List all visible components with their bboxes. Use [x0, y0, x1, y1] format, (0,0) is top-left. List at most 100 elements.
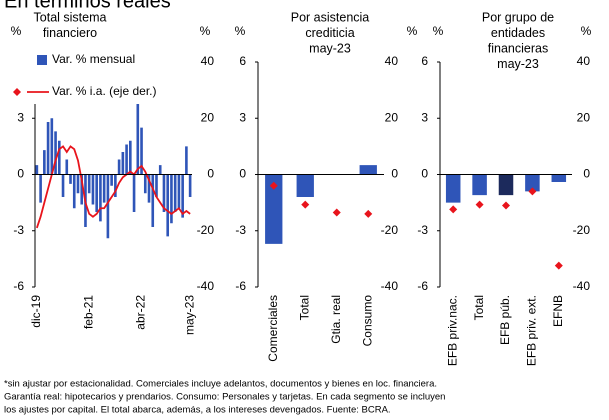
footnote: los ajustes por capital. El total abarca…	[4, 405, 391, 416]
bar	[181, 174, 184, 218]
bar	[265, 174, 283, 244]
x-tick-label: Total	[472, 295, 486, 320]
bar	[498, 174, 514, 196]
line	[36, 145, 191, 229]
y2-tick-label: -40	[381, 279, 399, 293]
x-tick-label: EFB priv.nac.	[445, 295, 459, 366]
marker	[332, 208, 341, 217]
x-tick-label: EFB púb.	[498, 295, 512, 345]
bar	[143, 174, 147, 194]
legend-label: Var. % i.a. (eje der.)	[52, 84, 157, 98]
bar	[95, 174, 98, 212]
bar	[140, 127, 143, 175]
bar	[551, 174, 567, 182]
y-tick-label: 6	[421, 54, 428, 68]
bar	[117, 159, 121, 175]
x-tick-label: Total	[297, 295, 311, 320]
bar	[69, 174, 72, 184]
bar	[57, 140, 61, 175]
y-tick-label: 3	[17, 110, 24, 124]
legend-swatch	[13, 88, 21, 96]
bar	[43, 150, 46, 175]
bar	[125, 144, 128, 175]
bar	[188, 174, 192, 197]
panel-title: crediticia	[305, 26, 354, 40]
y-tick-label: 0	[17, 167, 24, 181]
bar	[46, 122, 50, 175]
panel-title: Total sistema	[34, 10, 107, 24]
bar	[472, 174, 487, 196]
y-tick-label: -3	[13, 223, 24, 237]
bar	[445, 174, 461, 203]
y-tick-label: -3	[417, 223, 428, 237]
panel-title: Por grupo de	[482, 10, 554, 24]
bar	[121, 152, 125, 175]
marker	[301, 200, 310, 209]
bar	[525, 174, 540, 192]
panel-title: financiero	[43, 26, 97, 40]
bar	[72, 174, 76, 209]
bar	[170, 174, 173, 224]
y-tick-label: -6	[13, 279, 24, 293]
bar	[54, 131, 57, 175]
marker	[269, 181, 278, 190]
y2-tick-label: 20	[577, 110, 591, 124]
y-tick-label: 6	[239, 54, 246, 68]
bar	[102, 174, 106, 203]
bar	[177, 174, 181, 209]
y2-tick-label: 40	[577, 54, 591, 68]
y-tick-label: -3	[235, 223, 246, 237]
bar	[129, 140, 132, 175]
x-tick-label: dic-19	[29, 295, 43, 328]
bar	[91, 174, 95, 205]
bar	[106, 174, 110, 239]
y2-tick-label: -20	[573, 223, 591, 237]
y2-tick-label: -20	[381, 223, 399, 237]
bar	[61, 174, 65, 197]
x-tick-label: Comerciales	[266, 295, 280, 362]
y2-tick-label: -20	[197, 223, 215, 237]
y-tick-label: 3	[239, 110, 246, 124]
bar	[166, 174, 170, 237]
panel-title: Por asistencia	[291, 10, 370, 24]
legend-swatch	[37, 55, 47, 65]
x-tick-label: feb-21	[81, 295, 95, 329]
y2-tick-label: 0	[583, 167, 590, 181]
legend-label: Var. % mensual	[52, 52, 135, 66]
y-axis-label: %	[433, 24, 444, 38]
marker	[528, 187, 537, 196]
x-tick-label: Consumo	[360, 295, 374, 347]
bar	[147, 174, 151, 203]
panel-title: may-23	[497, 57, 539, 71]
y2-tick-label: 20	[385, 110, 399, 124]
y-tick-label: -6	[417, 279, 428, 293]
legend-box	[5, 48, 165, 104]
bar	[173, 174, 177, 212]
marker	[502, 201, 510, 210]
y-tick-label: 0	[421, 167, 428, 181]
footnote: Garantía real: hipotecarios y prendarios…	[4, 392, 445, 403]
y2-tick-label: 40	[201, 54, 215, 68]
panel-title: financieras	[488, 41, 548, 55]
bar	[136, 80, 140, 175]
x-tick-label: EFNB	[551, 295, 565, 327]
bar	[99, 174, 102, 222]
y2-tick-label: 0	[391, 167, 398, 181]
bar	[114, 174, 117, 197]
bar	[35, 165, 39, 175]
bar	[76, 174, 80, 194]
bar	[132, 174, 136, 212]
bar	[162, 174, 166, 212]
y2-axis-label: %	[407, 24, 418, 38]
y2-axis-label: %	[200, 24, 211, 38]
bar	[296, 174, 314, 197]
y-tick-label: 0	[239, 167, 246, 181]
bar	[185, 146, 188, 175]
marker	[554, 261, 563, 270]
y2-tick-label: 0	[207, 167, 214, 181]
y-tick-label: -6	[235, 279, 246, 293]
marker	[364, 209, 373, 218]
marker	[449, 205, 458, 214]
marker	[475, 200, 484, 209]
